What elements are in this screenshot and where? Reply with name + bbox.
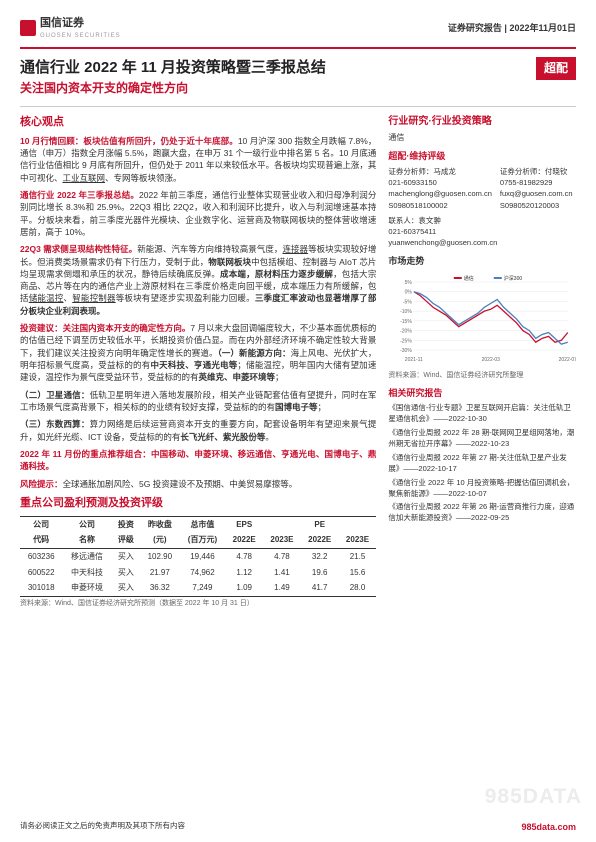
logo-text: 国信证券	[40, 16, 121, 32]
watermark-text: 985DATA	[485, 782, 582, 812]
footer-url: 985data.com	[521, 821, 576, 834]
contact-phone: 021-60375411	[388, 226, 576, 237]
right-heading: 行业研究·行业投资策略	[388, 115, 576, 130]
core-p2: 通信行业 2022 年三季报总结。2022 年前三季度，通信行业整体实现营业收入…	[20, 189, 376, 238]
table-heading: 重点公司盈利预测及投资评级	[20, 496, 376, 512]
footer-disclaimer: 请务必阅读正文之后的免责声明及其项下所有内容	[20, 821, 185, 834]
svg-text:-15%: -15%	[401, 319, 413, 325]
rating-line: 超配·维持评级	[388, 150, 576, 163]
report-date: 2022年11月01日	[509, 23, 576, 33]
core-p8: 风险提示：全球通胀加剧风险、5G 投资建设不及预期、中美贸易摩擦等。	[20, 478, 376, 490]
report-title: 通信行业 2022 年 11 月投资策略暨三季报总结	[20, 57, 326, 79]
analyst1-phone: 021-60933150	[388, 177, 492, 188]
svg-text:沪深300: 沪深300	[504, 275, 523, 282]
logo-subtext: GUOSEN SECURITIES	[40, 32, 121, 41]
analyst1-title: 证券分析师：马成龙	[388, 166, 492, 177]
analyst2-cert: S0980520120003	[500, 200, 576, 211]
core-p1: 10 月行情回顾：板块估值有所回升，仍处于近十年底部。10 月沪深 300 指数…	[20, 135, 376, 184]
svg-text:-30%: -30%	[401, 348, 413, 354]
svg-text:5%: 5%	[405, 280, 413, 286]
logo-mark	[20, 20, 36, 36]
header-separator	[20, 47, 576, 49]
analyst1-cert: S0980518100002	[388, 200, 492, 211]
svg-text:0%: 0%	[405, 289, 413, 295]
core-p6: （三）东数西算：算力网络是后续运营商资本开支的重要方向，配套设备明年有望迎来景气…	[20, 418, 376, 443]
svg-text:-5%: -5%	[403, 299, 412, 305]
core-p4: 投资建议：关注国内资本开支的确定性方向。7 月以来大盘回调幅度较大，不少基本面优…	[20, 322, 376, 384]
rating-badge: 超配	[536, 57, 576, 80]
earnings-table: 公司公司投资昨收盘总市值EPSPE 代码名称评级(元)(百万元)2022E202…	[20, 516, 376, 597]
table-header-top: 公司公司投资昨收盘总市值EPSPE	[20, 516, 376, 532]
report-subtitle: 关注国内资本开支的确定性方向	[20, 80, 326, 97]
contact-title: 联系人：袁文翀	[388, 215, 576, 226]
svg-text:2021-11: 2021-11	[405, 357, 423, 363]
core-heading: 核心观点	[20, 115, 376, 131]
svg-text:-10%: -10%	[401, 309, 413, 315]
svg-text:2022-03: 2022-03	[482, 357, 501, 363]
table-source: 资料来源：Wind、国信证券经济研究所预测（数据至 2022 年 10 月 31…	[20, 599, 376, 609]
table-header-sub: 代码名称评级(元)(百万元)2022E2023E2022E2023E	[20, 532, 376, 548]
contact-email: yuanwenchong@guosen.com.cn	[388, 237, 576, 248]
title-separator	[20, 106, 576, 107]
report-type: 证券研究报告	[448, 23, 502, 33]
analyst2-email: fuxq@guosen.com.cn	[500, 188, 576, 199]
svg-text:2022-07: 2022-07	[559, 357, 576, 363]
market-trend-heading: 市场走势	[388, 255, 576, 268]
header-meta: 证券研究报告 | 2022年11月01日	[448, 22, 576, 35]
company-logo: 国信证券 GUOSEN SECURITIES	[20, 16, 121, 41]
svg-text:通信: 通信	[464, 275, 474, 282]
related-heading: 相关研究报告	[388, 387, 576, 400]
table-body: 603236移远通信买入102.9019,4464.784.7832.221.5…	[20, 548, 376, 596]
core-p7: 2022 年 11 月份的重点推荐组合：中国移动、申菱环境、移远通信、亨通光电、…	[20, 448, 376, 473]
core-p3: 22Q3 需求侧呈现结构性特征。新能源、汽车等方向维持较高景气度，连接器等板块实…	[20, 243, 376, 317]
svg-text:-25%: -25%	[401, 338, 413, 344]
chart-source: 资料来源：Wind、国信证券经济研究所整理	[388, 371, 576, 381]
analyst2-title: 证券分析师：付晓钦	[500, 166, 576, 177]
core-p5: （二）卫星通信：低轨卫星明年进入落地发展阶段，相关产业链配套估值有望提升，同时在…	[20, 389, 376, 414]
related-reports: 《国信通信-行业专题》卫星互联网开启篇：关注低轨卫星通信机会》——2022-10…	[388, 403, 576, 524]
analyst1-email: machenglong@guosen.com.cn	[388, 188, 492, 199]
analyst-box: 证券分析师：马成龙 021-60933150 machenglong@guose…	[388, 166, 576, 249]
market-chart: -30% -25% -20% -15% -10% -5% 0% 5% 2021-11 2022-0…	[388, 274, 576, 364]
analyst2-phone: 0755-81982929	[500, 177, 576, 188]
sector-label: 通信	[388, 132, 576, 144]
svg-text:-20%: -20%	[401, 328, 413, 334]
